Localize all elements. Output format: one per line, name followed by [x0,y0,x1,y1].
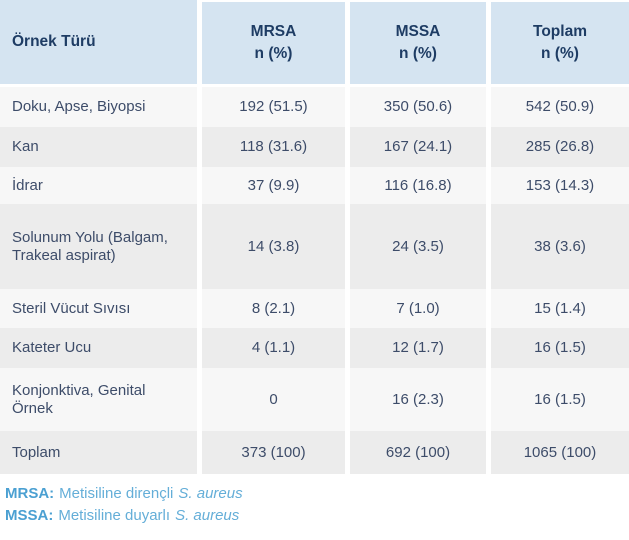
mssa-cell: 350 (50.6) [345,87,486,127]
header-toplam: Toplam n (%) [486,0,629,87]
table-row: Toplam 373 (100) 692 (100) 1065 (100) [0,431,629,474]
toplam-cell: 16 (1.5) [486,328,629,368]
mrsa-cell: 192 (51.5) [197,87,345,127]
mrsa-cell: 8 (2.1) [197,289,345,328]
sample-type-cell: Toplam [0,431,197,474]
table-row: Steril Vücut Sıvısı 8 (2.1) 7 (1.0) 15 (… [0,289,629,328]
mssa-cell: 116 (16.8) [345,167,486,204]
header-mrsa: MRSA n (%) [197,0,345,87]
mrsa-cell: 118 (31.6) [197,127,345,167]
sample-type-cell: Konjonktiva, Genital Örnek [0,368,197,431]
mssa-cell: 692 (100) [345,431,486,474]
toplam-cell: 1065 (100) [486,431,629,474]
footnote-mrsa-species: S. aureus [178,485,243,502]
toplam-cell: 38 (3.6) [486,204,629,289]
mrsa-cell: 14 (3.8) [197,204,345,289]
footnote-mrsa-label: MRSA: [5,485,55,502]
mrsa-cell: 37 (9.9) [197,167,345,204]
header-row: Örnek Türü MRSA n (%) MSSA n (%) Toplam … [0,0,629,87]
table-row: Kateter Ucu 4 (1.1) 12 (1.7) 16 (1.5) [0,328,629,368]
table-body: Doku, Apse, Biyopsi 192 (51.5) 350 (50.6… [0,87,629,474]
header-sample-type: Örnek Türü [0,0,197,87]
header-toplam-title: Toplam [533,23,587,41]
header-toplam-sub: n (%) [541,45,579,62]
sample-type-cell: Solunum Yolu (Balgam, Trakeal aspirat) [0,204,197,289]
table-row: Doku, Apse, Biyopsi 192 (51.5) 350 (50.6… [0,87,629,127]
footnote-mssa-species: S. aureus [175,507,240,524]
sample-type-cell: İdrar [0,167,197,204]
mrsa-cell: 0 [197,368,345,431]
sample-type-table: Örnek Türü MRSA n (%) MSSA n (%) Toplam … [0,0,629,474]
footnote-mssa-text: Metisiline duyarlı [58,507,171,524]
toplam-cell: 285 (26.8) [486,127,629,167]
mssa-cell: 24 (3.5) [345,204,486,289]
mssa-cell: 7 (1.0) [345,289,486,328]
footnotes: MRSA: Metisiline dirençli S. aureus MSSA: M… [0,483,629,527]
mrsa-cell: 4 (1.1) [197,328,345,368]
header-sample-type-label: Örnek Türü [12,33,96,51]
header-mssa: MSSA n (%) [345,0,486,87]
header-mssa-title: MSSA [395,23,441,41]
footnote-mrsa: MRSA: Metisiline dirençli S. aureus [5,483,629,505]
sample-type-cell: Steril Vücut Sıvısı [0,289,197,328]
footnote-mrsa-text: Metisiline dirençli [59,485,174,502]
mssa-cell: 16 (2.3) [345,368,486,431]
table-header: Örnek Türü MRSA n (%) MSSA n (%) Toplam … [0,0,629,87]
footnote-mssa: MSSA: Metisiline duyarlı S. aureus [5,505,629,527]
mssa-cell: 12 (1.7) [345,328,486,368]
mssa-cell: 167 (24.1) [345,127,486,167]
header-mrsa-title: MRSA [250,23,297,41]
sample-type-cell: Doku, Apse, Biyopsi [0,87,197,127]
toplam-cell: 153 (14.3) [486,167,629,204]
footnote-mssa-label: MSSA: [5,507,54,524]
toplam-cell: 15 (1.4) [486,289,629,328]
toplam-cell: 16 (1.5) [486,368,629,431]
table-row: Solunum Yolu (Balgam, Trakeal aspirat) 1… [0,204,629,289]
mrsa-cell: 373 (100) [197,431,345,474]
table-row: Konjonktiva, Genital Örnek 0 16 (2.3) 16… [0,368,629,431]
table-row: İdrar 37 (9.9) 116 (16.8) 153 (14.3) [0,167,629,204]
header-mrsa-sub: n (%) [254,45,293,62]
sample-type-cell: Kateter Ucu [0,328,197,368]
header-mssa-sub: n (%) [399,45,437,62]
table-row: Kan 118 (31.6) 167 (24.1) 285 (26.8) [0,127,629,167]
toplam-cell: 542 (50.9) [486,87,629,127]
sample-type-cell: Kan [0,127,197,167]
